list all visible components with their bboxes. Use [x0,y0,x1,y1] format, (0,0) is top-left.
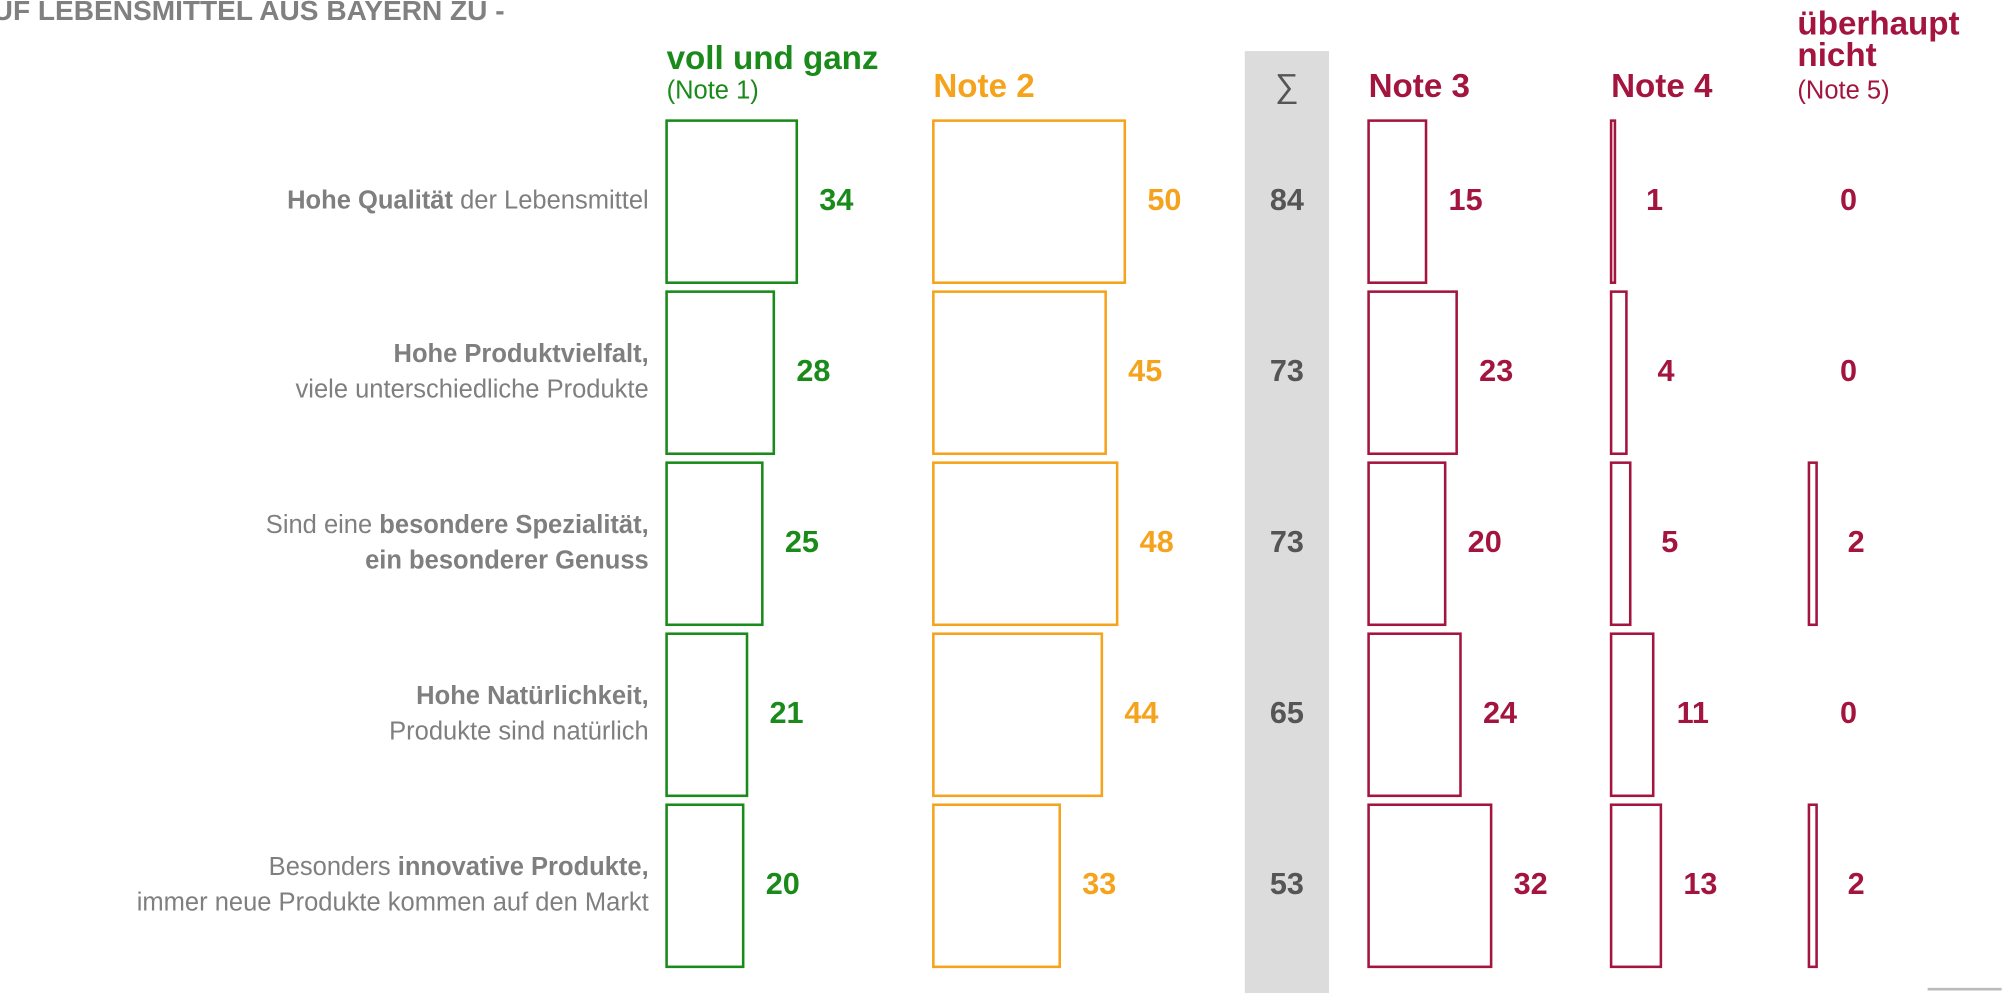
chart-title: UF LEBENSMITTEL AUS BAYERN ZU - [0,0,505,26]
bar [1609,632,1655,798]
bar [932,290,1107,456]
bar [932,461,1119,627]
total-header: ∑ [1275,68,1299,105]
value-label: 15 [1449,183,1483,217]
total-band [1244,51,1330,993]
total-label: 84 [1270,183,1304,217]
label-run: innovative Produkte, [398,853,649,881]
row-label: Besonders innovative Produkte, [269,853,649,881]
value-label: 20 [766,867,800,901]
bar [665,119,799,284]
legend-label: überhaupt [1797,5,1959,42]
value-label: 50 [1147,183,1181,217]
value-label: 4 [1657,354,1674,388]
bar [1609,119,1617,284]
total-label: 65 [1270,696,1304,730]
value-label: 2 [1848,525,1865,559]
legend-note: (Note 1) [667,77,759,105]
bar [1367,632,1462,798]
bar [1609,290,1628,456]
bar [1367,119,1428,284]
value-label: 28 [796,354,830,388]
value-label: 34 [819,183,853,217]
total-label: 73 [1270,354,1304,388]
legend-note: (Note 5) [1797,77,1889,105]
legend-label: Note 2 [933,68,1034,105]
legend-label: voll und ganz [667,40,879,77]
bar [665,803,745,969]
value-label: 45 [1128,354,1162,388]
label-run: Besonders [269,853,398,881]
bar [932,632,1104,798]
bar [1807,461,1818,627]
value-label: 24 [1483,696,1517,730]
row-label: Produkte sind natürlich [389,717,649,745]
value-label: 1 [1646,183,1663,217]
bar [665,290,776,456]
value-label: 0 [1840,696,1857,730]
value-label: 25 [785,525,819,559]
label-run: Hohe Qualität [287,186,453,214]
bar [665,461,764,627]
row-label: immer neue Produkte kommen auf den Markt [137,888,649,916]
value-label: 0 [1840,183,1857,217]
value-label: 44 [1124,696,1158,730]
bar [1609,461,1632,627]
total-label: 53 [1270,867,1304,901]
bar [665,632,749,798]
legend-label: Note 3 [1369,68,1470,105]
row-label: viele unterschiedliche Produkte [296,375,649,403]
bar [1367,290,1458,456]
row-label: Hohe Natürlichkeit, [416,682,649,710]
row-label: Hohe Qualität der Lebensmittel [287,186,649,214]
row-label: Hohe Produktvielfalt, [394,340,649,368]
bar [932,803,1061,969]
bar [1367,803,1493,969]
legend-label: Note 4 [1611,68,1713,105]
label-run: Sind eine [266,511,380,539]
value-label: 21 [770,696,804,730]
legend-label: nicht [1797,37,1876,74]
value-label: 0 [1840,354,1857,388]
label-run: ein besonderer Genuss [365,546,649,574]
value-label: 5 [1661,525,1678,559]
label-run: Produkte sind natürlich [389,717,649,745]
label-run: immer neue Produkte kommen auf den Markt [137,888,649,916]
value-label: 32 [1514,867,1548,901]
label-run: der Lebensmittel [453,186,649,214]
label-run: besondere Spezialität, [379,511,648,539]
bar [1367,461,1447,627]
value-label: 33 [1082,867,1116,901]
bar [932,119,1127,284]
bar [1609,803,1663,969]
value-label: 23 [1479,354,1513,388]
value-label: 48 [1140,525,1174,559]
value-label: 20 [1468,525,1502,559]
row-label: Sind eine besondere Spezialität, [266,511,649,539]
bar [1807,803,1818,969]
value-label: 11 [1677,696,1709,730]
label-run: viele unterschiedliche Produkte [296,375,649,403]
value-label: 2 [1848,867,1865,901]
row-label: ein besonderer Genuss [365,546,649,574]
value-label: 13 [1683,867,1717,901]
label-run: Hohe Produktvielfalt, [394,340,649,368]
label-run: Hohe Natürlichkeit, [416,682,649,710]
total-label: 73 [1270,525,1304,559]
